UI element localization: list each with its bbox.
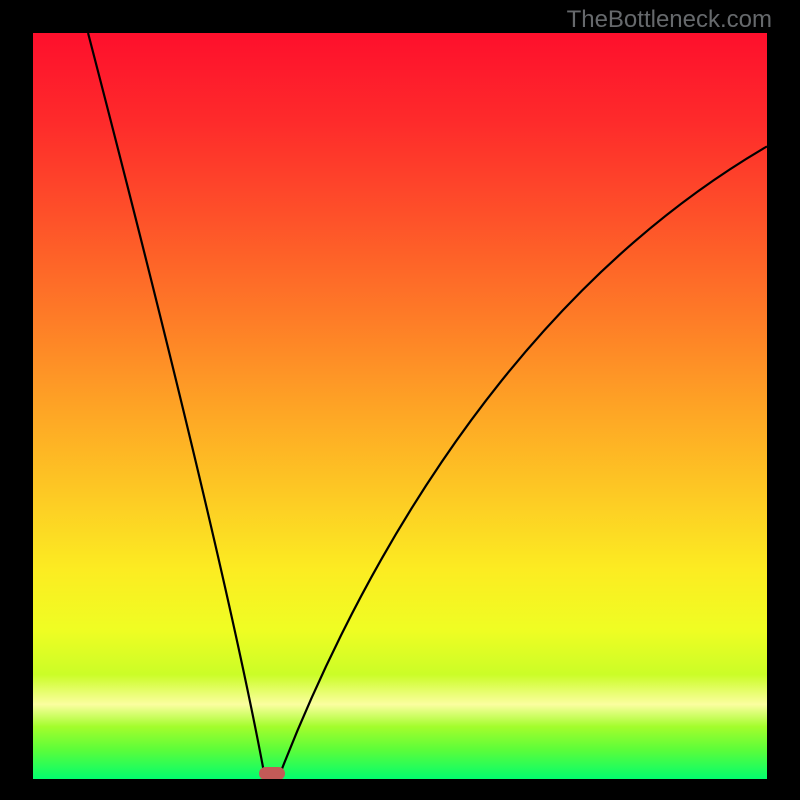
v-curve-path [88, 33, 767, 778]
curve-svg [33, 33, 767, 779]
min-marker [259, 767, 285, 779]
watermark-text: TheBottleneck.com [567, 6, 772, 34]
chart-container: TheBottleneck.com [0, 0, 800, 800]
plot-area [33, 33, 767, 779]
